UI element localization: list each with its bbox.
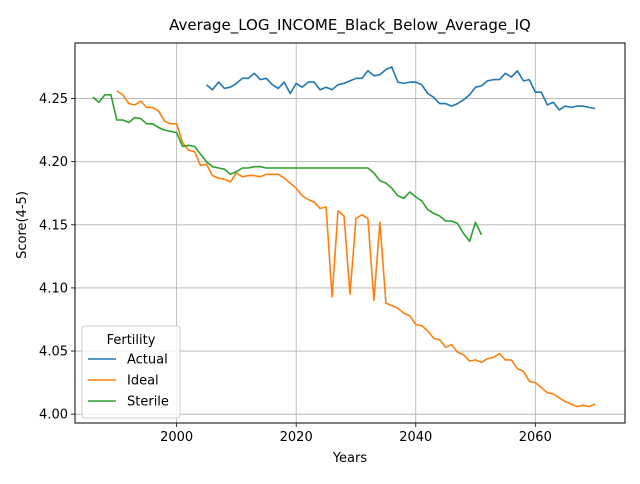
- y-tick-label: 4.05: [39, 345, 68, 360]
- y-tick-label: 4.20: [39, 155, 68, 170]
- legend-entry-sterile: Sterile: [88, 395, 169, 410]
- x-tick-label: 2000: [160, 430, 193, 445]
- legend-entry-actual: Actual: [88, 353, 168, 368]
- series-layer: [92, 66, 596, 408]
- chart-title: Average_LOG_INCOME_Black_Below_Average_I…: [169, 16, 531, 35]
- legend-title: Fertility: [107, 333, 156, 348]
- legend-box: [81, 325, 181, 419]
- legend-label: Actual: [127, 353, 168, 368]
- legend-entry-ideal: Ideal: [88, 374, 159, 389]
- legend-label: Sterile: [127, 395, 169, 410]
- y-axis-label: Score(4-5): [15, 191, 30, 259]
- legend-label: Ideal: [127, 374, 159, 389]
- y-tick-label: 4.15: [39, 218, 68, 233]
- x-tick-label: 2040: [399, 430, 432, 445]
- legend-entries: Actual Ideal Sterile: [88, 353, 169, 410]
- series-line-sterile: [92, 94, 483, 242]
- y-tick-label: 4.00: [39, 408, 68, 423]
- plot-frame: [74, 42, 626, 424]
- series-line-actual: [205, 66, 596, 111]
- x-tick-label: 2020: [280, 430, 313, 445]
- series-line-ideal: [116, 90, 596, 408]
- legend: Fertility Actual Ideal Sterile: [81, 325, 181, 419]
- y-tick-label: 4.25: [39, 92, 68, 107]
- y-tick-label: 4.10: [39, 281, 68, 296]
- grid-layer: [75, 43, 625, 423]
- x-axis-label: Years: [332, 451, 368, 466]
- x-tick-label: 2060: [519, 430, 552, 445]
- tick-layer: 2000 2020 2040 2060 4.00 4.05 4.10 4.15 4.20 4.25: [39, 92, 552, 445]
